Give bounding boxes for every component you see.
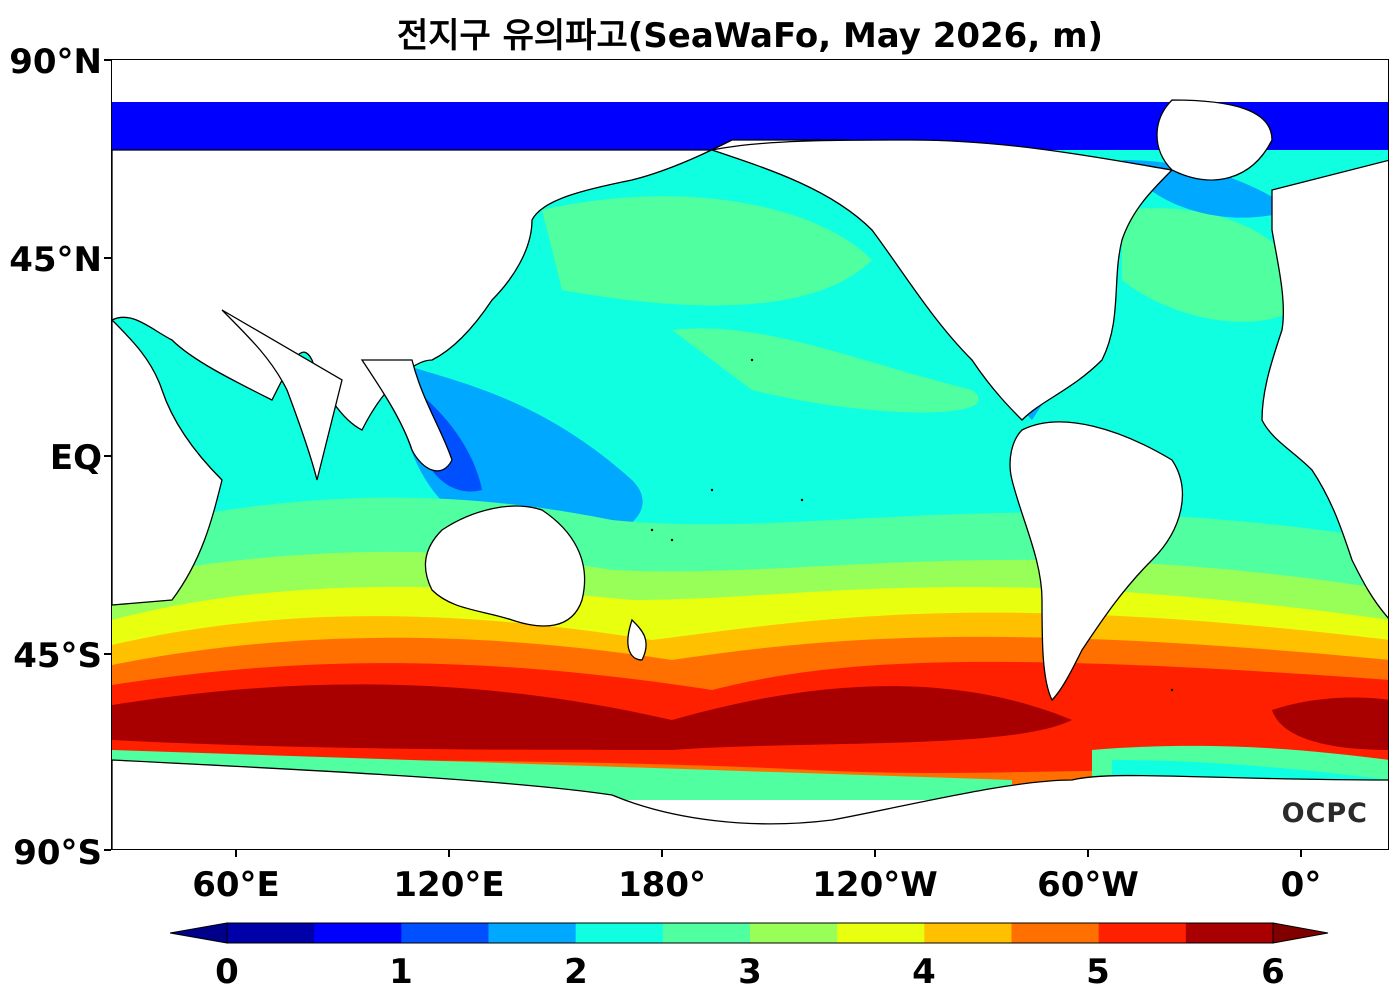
lat-tick xyxy=(104,653,111,655)
landmass-africa xyxy=(112,319,223,606)
landmass-eurasia xyxy=(112,139,853,431)
colorbar-label-3: 3 xyxy=(738,952,762,992)
landmass-antarctica xyxy=(112,759,1388,849)
colorbar-frame xyxy=(226,922,1274,944)
lon-tick xyxy=(235,850,237,857)
lat-label-45n: 45°N xyxy=(9,240,102,280)
lon-tick xyxy=(661,850,663,857)
colorbar-segment xyxy=(1185,923,1274,943)
colorbar-label-4: 4 xyxy=(912,952,936,992)
wave-height-map: OCPC xyxy=(111,59,1389,850)
colorbar-segment xyxy=(837,923,925,943)
colorbar-segment xyxy=(924,923,1012,943)
lon-label-60e: 60°E xyxy=(192,865,280,905)
colorbar-label-6: 6 xyxy=(1261,952,1285,992)
map-title: 전지구 유의파고(SeaWaFo, May 2026, m) xyxy=(396,16,1104,56)
colorbar-label-5: 5 xyxy=(1086,952,1110,992)
landmass-south-america xyxy=(1009,421,1184,702)
colorbar-over-arrow xyxy=(1272,922,1329,944)
landmass-europe-africa-east xyxy=(1261,159,1388,619)
lat-tick xyxy=(104,257,111,259)
landmass-se-asia xyxy=(360,359,453,472)
colorbar-label-0: 0 xyxy=(215,952,239,992)
landmass-new-zealand xyxy=(627,618,647,661)
lat-tick xyxy=(104,455,111,457)
landmass-greenland xyxy=(1156,99,1273,181)
islands xyxy=(650,358,1174,692)
colorbar-segment xyxy=(314,923,402,943)
landmass-australia xyxy=(424,505,586,627)
lon-label-120e: 120°E xyxy=(393,865,505,905)
lon-tick xyxy=(1087,850,1089,857)
lat-tick xyxy=(104,59,111,61)
lon-tick xyxy=(448,850,450,857)
colorbar-segment xyxy=(662,923,751,943)
colorbar-segment xyxy=(1098,923,1187,943)
colorbar-segment xyxy=(227,923,315,943)
landmass-india xyxy=(221,309,343,481)
colorbar-label-2: 2 xyxy=(564,952,588,992)
lat-tick xyxy=(104,849,111,851)
lon-label-0: 0° xyxy=(1280,865,1322,905)
colorbar-segment xyxy=(488,923,577,943)
lon-label-120w: 120°W xyxy=(812,865,938,905)
lon-label-60w: 60°W xyxy=(1037,865,1139,905)
lat-label-45s: 45°S xyxy=(13,636,102,676)
colorbar xyxy=(170,922,1329,944)
colorbar-segment xyxy=(750,923,838,943)
colorbar-segments xyxy=(227,923,1274,943)
lon-tick xyxy=(874,850,876,857)
colorbar-label-1: 1 xyxy=(389,952,413,992)
colorbar-segment xyxy=(401,923,489,943)
ocpc-logo: OCPC xyxy=(1281,798,1368,829)
land-masses xyxy=(112,99,1388,849)
lon-tick xyxy=(1300,850,1302,857)
lat-label-eq: EQ xyxy=(49,438,102,478)
lon-label-180: 180° xyxy=(618,865,706,905)
lat-label-90s: 90°S xyxy=(13,833,102,873)
map-svg xyxy=(112,99,1388,849)
landmass-north-america xyxy=(709,139,1174,421)
colorbar-segment xyxy=(575,923,664,943)
colorbar-segment xyxy=(1011,923,1100,943)
lat-label-90n: 90°N xyxy=(9,42,102,82)
colorbar-under-arrow xyxy=(170,922,228,944)
